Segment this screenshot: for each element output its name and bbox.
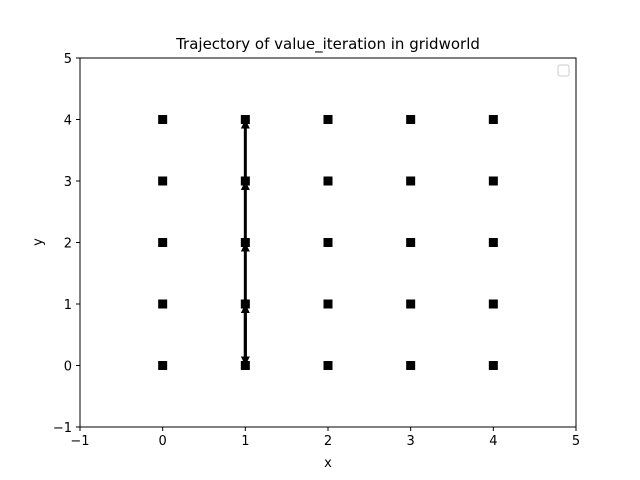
state-marker — [158, 115, 168, 124]
state-marker — [158, 176, 168, 186]
state-marker — [488, 176, 498, 186]
state-marker — [323, 115, 333, 124]
plot-area: −1 0 1 2 3 4 5 −1 0 1 2 3 4 5 — [53, 52, 580, 449]
trajectory-arrow-head — [240, 242, 250, 252]
state-marker — [488, 238, 498, 247]
x-tick-label: 1 — [241, 434, 249, 449]
state-marker — [488, 299, 498, 309]
state-marker — [323, 361, 333, 370]
x-tick-label: 5 — [572, 434, 580, 449]
x-tick-label: 2 — [324, 434, 332, 449]
state-marker — [406, 299, 416, 309]
y-tick-label: 3 — [64, 175, 72, 190]
state-marker — [323, 176, 333, 186]
state-marker — [488, 115, 498, 124]
state-marker — [406, 238, 416, 247]
state-marker — [406, 115, 416, 124]
y-tick-label: 2 — [64, 237, 72, 252]
x-tick-label: 0 — [159, 434, 167, 449]
state-marker — [158, 361, 168, 370]
x-tick-label: −1 — [70, 434, 89, 449]
y-tick-label: 4 — [64, 114, 72, 129]
x-tick-label: 3 — [407, 434, 415, 449]
y-tick-label: −1 — [53, 421, 72, 436]
y-tick-label: 5 — [64, 52, 72, 67]
chart-title: Trajectory of value_iteration in gridwor… — [175, 35, 480, 54]
state-marker — [323, 299, 333, 309]
trajectory-arrow-head — [240, 304, 250, 313]
trajectory-arrow-head — [240, 119, 250, 129]
state-marker — [158, 238, 168, 247]
trajectory-arrow-head — [240, 181, 250, 190]
y-tick-label: 1 — [64, 298, 72, 313]
y-axis-label: y — [31, 238, 46, 246]
state-marker — [323, 238, 333, 247]
y-tick-label: 0 — [64, 360, 72, 375]
state-marker — [406, 361, 416, 370]
state-marker — [488, 361, 498, 370]
state-marker — [406, 176, 416, 186]
legend-box — [557, 64, 570, 77]
x-axis-label: x — [324, 456, 332, 471]
state-marker — [158, 299, 168, 309]
x-tick-label: 4 — [489, 434, 497, 449]
